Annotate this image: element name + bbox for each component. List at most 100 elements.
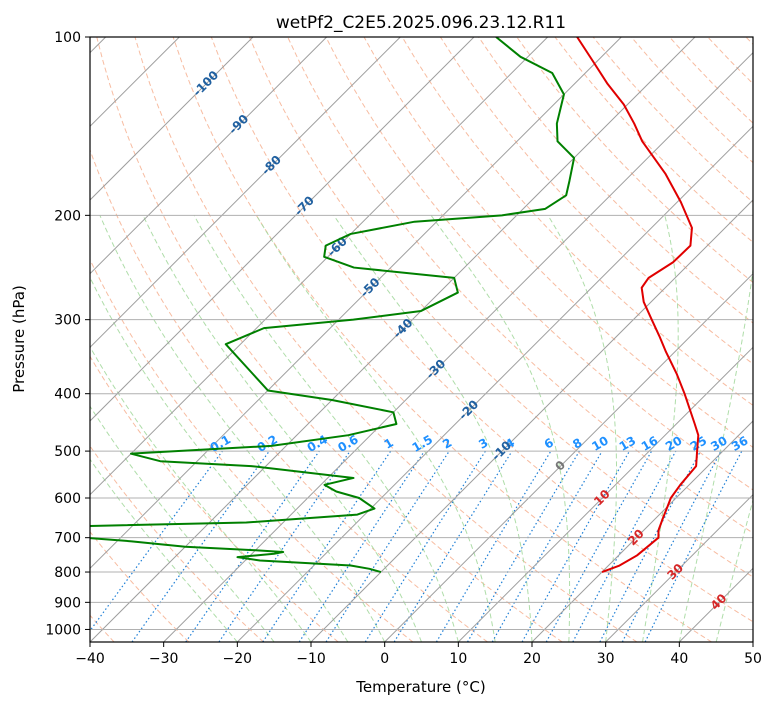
mixing-ratio-line	[298, 450, 425, 642]
isotherms	[90, 37, 753, 642]
mixing-ratio-line	[90, 450, 223, 632]
mixing-ratio-label: 2	[440, 435, 454, 451]
dry-adiabat	[745, 37, 753, 45]
dry-adiabat	[592, 37, 753, 203]
moist-adiabat	[715, 498, 753, 642]
mixing-ratio-line	[521, 450, 631, 642]
mixing-ratio-label: 1	[382, 435, 396, 451]
isotherm-label: 10	[591, 487, 613, 509]
isotherm-line	[605, 493, 753, 642]
temperature-profile	[576, 37, 700, 573]
y-tick-label: 1000	[45, 622, 81, 638]
mixing-ratio-line	[131, 450, 270, 642]
dry-adiabats	[90, 37, 753, 642]
isotherm-line	[163, 51, 753, 642]
dry-adiabat	[363, 37, 753, 448]
dry-adiabat	[90, 258, 414, 642]
isotherm-line	[90, 37, 622, 570]
pressure-gridlines	[90, 37, 753, 630]
y-axis-title: Pressure (hPa)	[10, 285, 28, 393]
moist-adiabat	[90, 405, 275, 642]
mixing-ratio-line	[621, 450, 722, 642]
y-tick-label: 500	[54, 444, 81, 460]
dewpoint-profile	[90, 37, 576, 573]
y-tick-label: 200	[54, 208, 81, 224]
isotherm-label: 30	[664, 561, 686, 583]
mixing-ratio-line	[364, 450, 486, 642]
isotherm-line	[457, 346, 753, 642]
mixing-ratio-label: 6	[542, 435, 556, 451]
x-tick-label: −40	[75, 651, 105, 667]
moist-adiabat	[547, 215, 618, 642]
x-tick-label: −20	[223, 651, 253, 667]
mixing-ratio-label: 0.1	[208, 432, 233, 455]
x-tick-label: 0	[380, 651, 389, 667]
dry-adiabat	[90, 445, 264, 642]
dry-adiabat	[478, 37, 753, 324]
y-tick-label: 100	[54, 30, 81, 46]
y-tick-label: 800	[54, 565, 81, 581]
x-tick-label: 20	[523, 651, 541, 667]
sounding-series	[90, 37, 700, 573]
dry-adiabat	[172, 37, 712, 642]
dry-adiabat	[90, 531, 190, 642]
mixing-ratio-line	[393, 450, 513, 642]
mixing-ratio-line	[185, 450, 320, 642]
mixing-ratio-line	[262, 450, 392, 642]
mixing-ratio-label: 0.2	[255, 432, 280, 455]
x-tick-label: 30	[597, 651, 615, 667]
y-tick-label: 700	[54, 531, 81, 547]
isotherm-line	[90, 37, 254, 201]
dry-adiabat	[96, 37, 563, 642]
isotherm-line	[90, 37, 475, 422]
moist-adiabat	[255, 215, 496, 642]
dry-adiabat	[401, 37, 753, 406]
moist-adiabat	[90, 458, 238, 642]
dry-adiabat	[439, 37, 753, 365]
moist-adiabats	[90, 215, 753, 642]
y-tick-label: 400	[54, 387, 81, 403]
x-tick-label: −10	[296, 651, 326, 667]
x-tick-label: −30	[149, 651, 179, 667]
isotherm-line	[90, 37, 401, 349]
x-tick-label: 50	[744, 651, 762, 667]
isotherm-line	[236, 125, 753, 642]
moist-adiabat	[752, 640, 753, 642]
mixing-ratio-label: 1.5	[410, 432, 435, 455]
dry-adiabat	[249, 37, 753, 578]
isotherm-line	[678, 567, 753, 642]
x-axis-title: Temperature (°C)	[355, 678, 485, 696]
isotherm-label: -80	[259, 153, 284, 178]
mixing-ratio-line	[572, 450, 677, 642]
plot-frame	[89, 36, 754, 643]
mixing-ratio-line	[435, 450, 552, 642]
mixing-ratio-lines	[90, 450, 743, 642]
mixing-ratio-label: 0.4	[305, 432, 330, 455]
moist-adiabat	[642, 215, 679, 642]
dry-adiabat	[287, 37, 753, 534]
y-tick-label: 900	[54, 595, 81, 611]
dry-adiabat	[134, 37, 638, 642]
isotherm-line	[90, 37, 549, 496]
dry-adiabat	[90, 355, 339, 642]
isotherm-label: -20	[456, 397, 481, 422]
x-tick-label: 40	[670, 651, 688, 667]
dry-adiabat	[325, 37, 753, 491]
y-tick-label: 600	[54, 491, 81, 507]
isotherm-line	[90, 37, 328, 275]
isotherm-line	[752, 641, 753, 642]
dry-adiabat	[210, 37, 753, 623]
moist-adiabat	[333, 215, 533, 642]
mixing-ratio-line	[644, 450, 743, 642]
isotherm-line	[90, 37, 696, 642]
x-tick-label: 10	[449, 651, 467, 667]
isotherm-line	[531, 420, 753, 642]
moist-adiabat	[90, 345, 312, 642]
isotherm-line	[384, 272, 753, 642]
mixing-ratio-line	[325, 450, 450, 642]
moist-adiabat	[193, 215, 459, 642]
mixing-ratio-line	[466, 450, 580, 642]
mixing-ratio-line	[545, 450, 653, 642]
